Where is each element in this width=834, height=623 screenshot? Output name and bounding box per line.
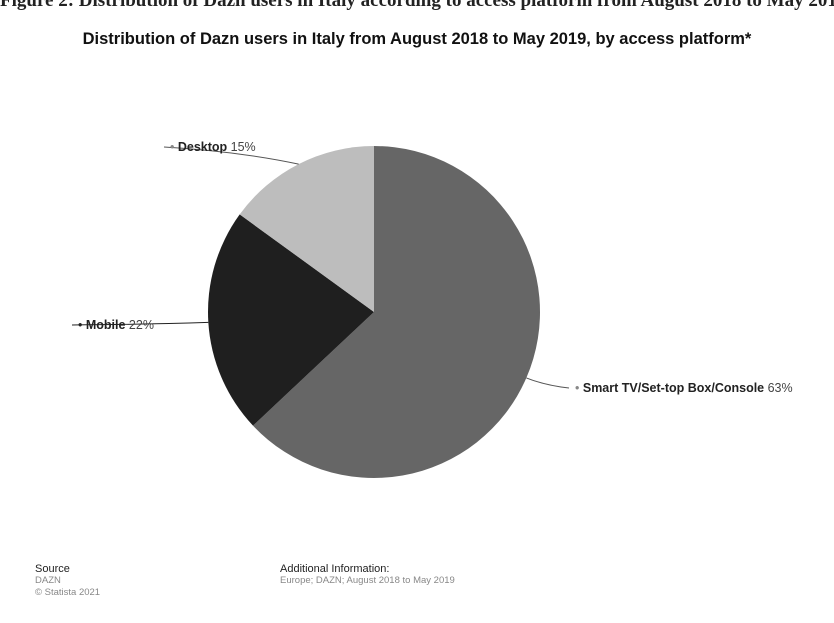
copyright: © Statista 2021: [35, 587, 101, 598]
source-heading: Source: [35, 563, 70, 575]
pie-slice-desktop: [239, 146, 374, 312]
chart-title: Distribution of Dazn users in Italy from…: [82, 30, 752, 48]
leader-line: [71, 321, 209, 326]
pie-slice-smart-tv-set-top-box-console: [252, 146, 540, 478]
leader-line: [526, 377, 570, 389]
additional-info-block: Additional Information: Europe; DAZN; Au…: [280, 563, 455, 587]
additional-info-text: Europe; DAZN; August 2018 to May 2019: [280, 575, 455, 586]
additional-info-heading: Additional Information:: [280, 563, 390, 575]
source-block: Source DAZN © Statista 2021: [35, 563, 100, 599]
source-name: DAZN: [35, 575, 61, 586]
pie-slice-mobile: [208, 214, 374, 426]
leader-line: [163, 146, 299, 165]
slice-label: • Desktop 15%: [170, 140, 256, 154]
clipped-heading: Figure 2: Distribution of Dazn users in …: [0, 0, 834, 11]
slice-label: • Mobile 22%: [78, 318, 154, 332]
slice-label: • Smart TV/Set-top Box/Console 63%: [575, 381, 793, 395]
